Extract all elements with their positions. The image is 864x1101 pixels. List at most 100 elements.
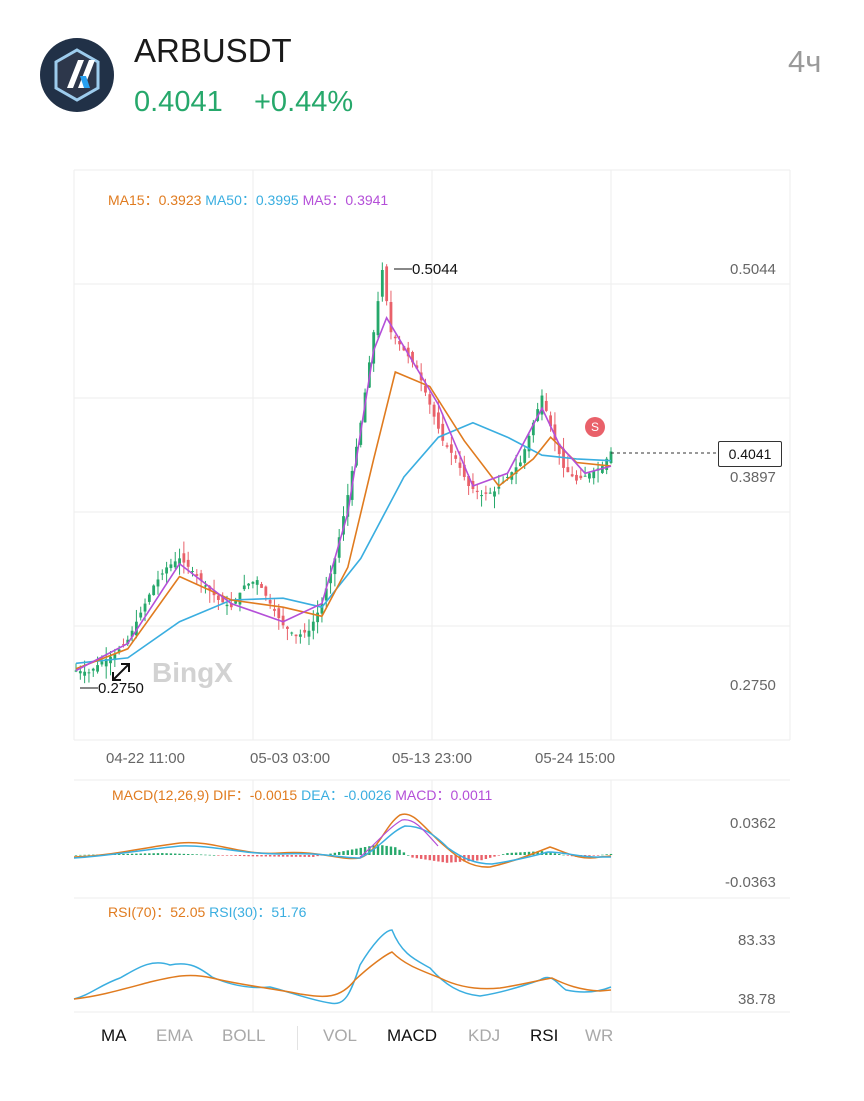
- macd-value: 0.0011: [450, 787, 493, 803]
- macd-bar: [415, 855, 419, 859]
- candle-body: [609, 451, 613, 463]
- macd-bar: [329, 853, 332, 855]
- interval-selector[interactable]: 4ч: [788, 44, 822, 79]
- tab-vol[interactable]: VOL: [323, 1026, 358, 1045]
- macd-bar: [268, 855, 272, 857]
- macd-bar: [428, 855, 431, 861]
- macd-bar: [497, 855, 501, 856]
- candle-body: [570, 474, 574, 477]
- macd-bar: [238, 855, 242, 856]
- candle-body: [208, 586, 212, 591]
- rsi70-line: [73, 951, 612, 1000]
- candle-body: [173, 561, 177, 568]
- candle-body: [91, 668, 95, 671]
- macd-bar: [92, 854, 95, 856]
- macd-bar: [208, 854, 211, 856]
- candle-body: [406, 347, 410, 357]
- macd-dea-line: [73, 825, 611, 865]
- macd-bar: [139, 853, 142, 855]
- candle-body: [445, 445, 449, 447]
- macd-bar: [182, 853, 186, 855]
- candle-body: [225, 604, 229, 607]
- ma50-label: MA50：: [205, 192, 256, 208]
- candle-body: [441, 423, 445, 441]
- macd-bar: [566, 855, 570, 856]
- candle-body: [260, 584, 263, 588]
- macd-bar: [506, 853, 509, 855]
- candle-body: [96, 665, 99, 672]
- macd-bar: [256, 855, 259, 857]
- candle-body: [575, 474, 578, 481]
- candle-body: [531, 422, 535, 436]
- candle-body: [204, 585, 207, 587]
- macd-bar: [165, 853, 168, 855]
- candle-body: [398, 340, 401, 345]
- macd-bar: [450, 855, 453, 863]
- tab-ma[interactable]: MA: [101, 1026, 127, 1045]
- tab-rsi[interactable]: RSI: [530, 1026, 559, 1045]
- macd-bar: [376, 844, 380, 855]
- candle-body: [432, 404, 436, 417]
- indicator-tabs: MA EMA BOLL VOL MACD KDJ RSI WR: [0, 1026, 864, 1052]
- candle-body: [372, 332, 376, 364]
- macd-axis-bottom: -0.0363: [725, 874, 776, 891]
- bingx-watermark: BingX: [152, 657, 233, 688]
- tab-boll[interactable]: BOLL: [222, 1026, 266, 1045]
- arbitrum-icon: [54, 48, 100, 102]
- macd-bar: [558, 854, 561, 855]
- macd-bar: [212, 855, 216, 856]
- macd-bar: [217, 855, 220, 856]
- candle-body: [273, 608, 276, 611]
- candle-body: [592, 470, 596, 479]
- candle-body: [320, 603, 324, 614]
- price-axis-high: 0.5044: [730, 261, 776, 278]
- candle-body: [449, 444, 453, 453]
- macd-bar: [484, 855, 488, 860]
- macd-bar: [381, 845, 384, 855]
- macd-value-label: MACD：: [395, 787, 451, 803]
- candle-body: [311, 621, 315, 631]
- tab-kdj[interactable]: KDJ: [468, 1026, 501, 1045]
- candle-body: [251, 581, 255, 584]
- candle-body: [83, 671, 87, 676]
- tab-ema[interactable]: EMA: [156, 1026, 193, 1045]
- time-label-3: 05-13 23:00: [392, 750, 473, 767]
- dif-label: DIF：: [213, 787, 250, 803]
- macd-bar: [588, 855, 591, 856]
- macd-bar: [441, 855, 444, 863]
- macd-bar: [234, 855, 237, 856]
- candle-body: [191, 571, 194, 573]
- candle-body: [488, 492, 492, 494]
- macd-bar: [117, 854, 121, 855]
- candle-body: [268, 599, 272, 604]
- candle-body: [437, 412, 440, 429]
- macd-bar: [316, 855, 319, 857]
- macd-bar: [273, 855, 276, 857]
- macd-bar: [191, 854, 194, 855]
- macd-legend: MACD(12,26,9) DIF：-0.0015 DEA：-0.0026 MA…: [112, 785, 492, 805]
- macd-bar: [454, 855, 457, 863]
- candle-body: [514, 467, 518, 474]
- tab-macd[interactable]: MACD: [387, 1026, 438, 1045]
- candle-body: [139, 612, 143, 618]
- candle-body: [493, 491, 496, 497]
- macd-bar: [152, 853, 155, 855]
- candle-body: [458, 462, 462, 468]
- candle-body: [303, 629, 307, 633]
- dea-label: DEA：: [301, 787, 344, 803]
- candle-body: [497, 486, 501, 489]
- ma50-line: [75, 421, 612, 665]
- macd-bar: [368, 846, 371, 855]
- tab-wr[interactable]: WR: [585, 1026, 614, 1045]
- ma5-label: MA5：: [302, 192, 346, 208]
- ma-legend: MA15：0.3923 MA50：0.3995 MA5：0.3941: [108, 190, 388, 210]
- macd-title: MACD(12,26,9): [112, 787, 210, 803]
- sell-signal-badge[interactable]: S: [585, 417, 605, 437]
- rsi30-value: 51.76: [271, 904, 307, 920]
- candle-body: [238, 592, 242, 605]
- candle-body: [229, 603, 233, 608]
- dea-value: -0.0026: [343, 787, 392, 803]
- rsi-legend: RSI(70)：52.05 RSI(30)：51.76: [108, 902, 306, 922]
- candle-body: [281, 615, 285, 626]
